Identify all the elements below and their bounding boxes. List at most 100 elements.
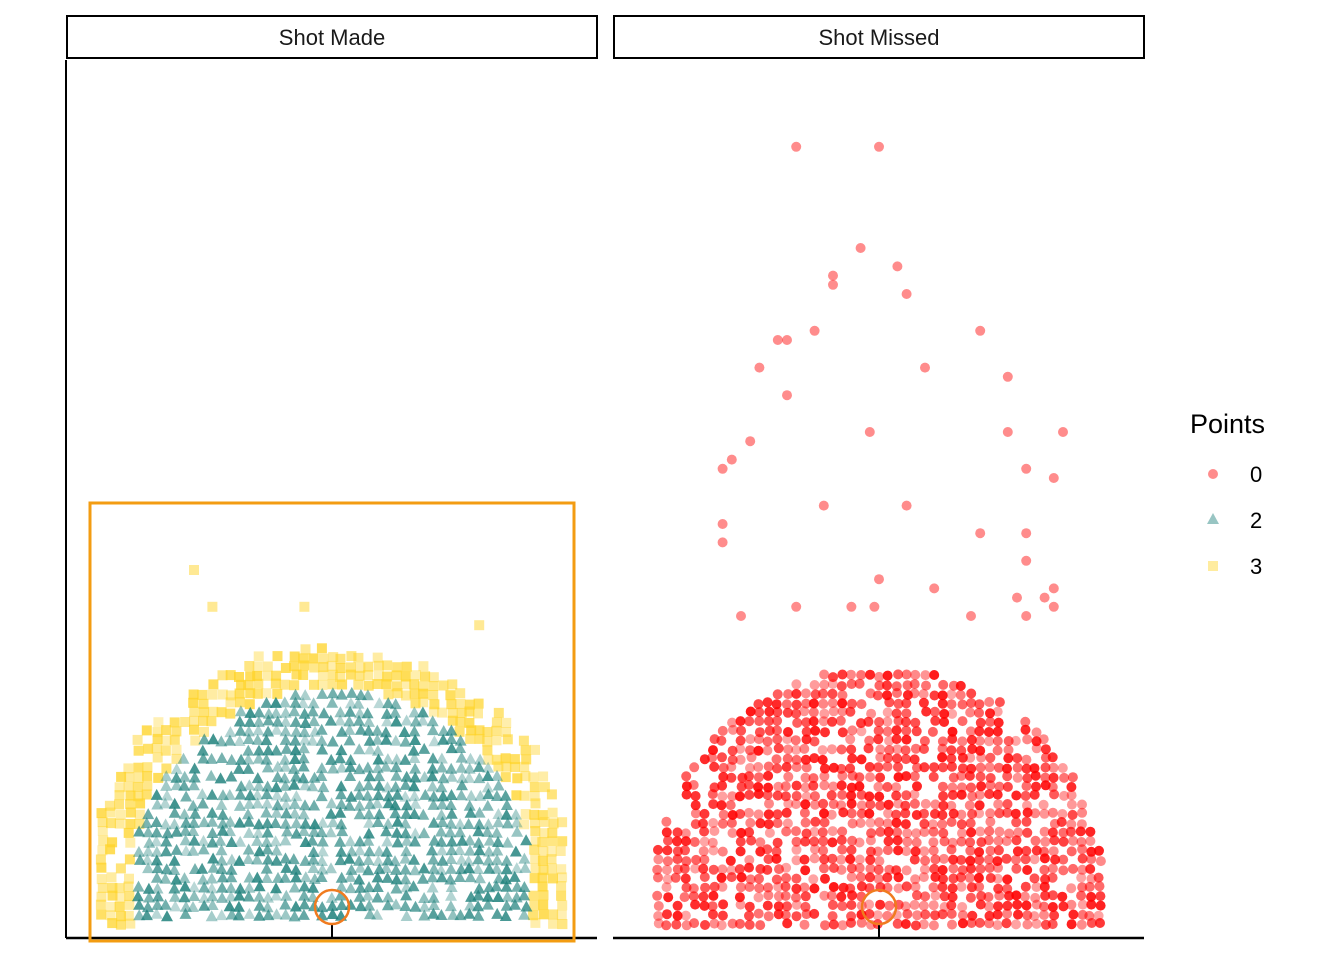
missed-point xyxy=(819,708,830,719)
missed-point xyxy=(827,744,837,755)
made-two-point xyxy=(225,890,237,902)
missed-point xyxy=(1001,918,1012,929)
missed-point xyxy=(993,901,1004,912)
missed-point xyxy=(983,854,994,865)
missed-point xyxy=(1002,781,1013,792)
missed-point xyxy=(901,725,912,736)
missed-point xyxy=(809,826,820,837)
missed-point xyxy=(1021,754,1032,765)
made-three-point xyxy=(235,697,245,708)
made-two-point xyxy=(315,770,328,781)
missed-point xyxy=(992,726,1003,737)
missed-point xyxy=(1067,772,1078,783)
made-two-point xyxy=(205,872,218,884)
made-three-point xyxy=(243,680,254,691)
missed-point xyxy=(1058,836,1069,847)
missed-point xyxy=(1050,854,1061,865)
missed-point xyxy=(1047,827,1058,838)
missed-point xyxy=(1077,882,1088,893)
made-two-point xyxy=(179,907,192,919)
made-two-point xyxy=(334,706,347,718)
missed-point xyxy=(985,752,996,763)
missed-point xyxy=(901,289,912,299)
made-two-point xyxy=(187,779,200,791)
missed-point xyxy=(801,762,812,773)
made-three-point xyxy=(418,661,429,672)
made-two-point xyxy=(482,854,495,866)
made-three-point xyxy=(546,846,557,857)
missed-point xyxy=(866,828,877,839)
missed-point xyxy=(652,890,663,901)
made-two-point xyxy=(180,845,193,856)
made-two-point xyxy=(380,733,393,745)
made-two-point xyxy=(373,770,386,782)
missed-point xyxy=(773,781,784,792)
missed-point xyxy=(975,745,986,756)
missed-point xyxy=(872,910,883,921)
made-two-point xyxy=(481,890,494,902)
missed-point xyxy=(828,279,838,290)
made-two-point xyxy=(271,799,284,811)
missed-point xyxy=(801,698,812,709)
made-two-point xyxy=(308,825,321,837)
missed-point xyxy=(1010,808,1021,819)
made-two-point xyxy=(260,753,273,765)
missed-point xyxy=(947,790,958,800)
missed-point xyxy=(882,753,893,763)
missed-point xyxy=(1048,772,1059,783)
missed-point xyxy=(891,725,902,736)
missed-point xyxy=(873,725,884,736)
made-three-point xyxy=(335,663,346,673)
made-two-point xyxy=(253,706,266,718)
made-two-point xyxy=(168,818,181,830)
made-two-point xyxy=(455,853,468,865)
missed-point xyxy=(946,753,957,764)
made-two-point xyxy=(244,789,257,801)
missed-point xyxy=(1059,772,1070,783)
missed-point xyxy=(780,781,791,792)
missed-point xyxy=(957,910,968,921)
missed-point xyxy=(772,689,783,700)
made-three-point xyxy=(234,672,244,682)
made-two-point xyxy=(343,799,356,811)
made-two-point xyxy=(159,872,172,884)
missed-point xyxy=(698,863,709,874)
missed-point xyxy=(891,817,902,828)
made-two-point xyxy=(159,797,172,809)
made-two-point xyxy=(435,825,447,837)
missed-point xyxy=(744,901,755,912)
made-three-point xyxy=(114,901,125,912)
missed-point xyxy=(891,708,902,719)
made-two-point xyxy=(481,825,494,837)
made-three-point xyxy=(180,717,191,727)
missed-point xyxy=(911,726,922,737)
missed-point xyxy=(782,335,792,345)
made-three-point xyxy=(115,919,126,930)
made-three-point xyxy=(537,837,548,848)
missed-point xyxy=(883,799,894,810)
made-two-point xyxy=(501,817,514,829)
made-two-point xyxy=(454,909,467,921)
missed-point xyxy=(874,671,885,682)
made-two-point xyxy=(463,834,476,846)
made-three-point xyxy=(97,845,108,856)
made-two-point xyxy=(335,845,348,857)
made-two-point xyxy=(251,797,264,809)
made-two-point xyxy=(214,834,227,846)
missed-point xyxy=(947,726,958,737)
missed-point xyxy=(837,690,848,701)
made-two-point xyxy=(224,815,237,827)
made-three-point xyxy=(428,706,439,717)
made-two-point xyxy=(416,714,429,726)
missed-point xyxy=(992,856,1003,867)
missed-point xyxy=(919,762,930,773)
missed-point xyxy=(909,688,920,699)
made-two-point xyxy=(382,790,395,802)
missed-point xyxy=(1057,891,1068,902)
missed-point xyxy=(1022,827,1033,838)
missed-point xyxy=(910,846,921,857)
missed-point xyxy=(699,900,710,911)
made-two-point xyxy=(196,862,209,874)
missed-point xyxy=(836,891,847,902)
missed-point xyxy=(865,835,876,846)
